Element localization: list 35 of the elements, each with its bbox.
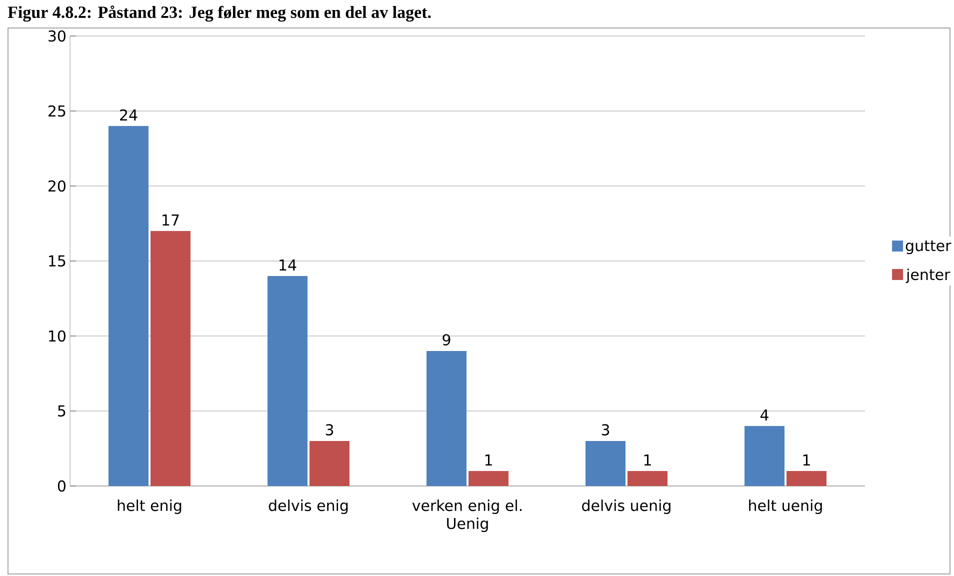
data-label: 1 <box>485 454 492 466</box>
chart-title: Figur 4.8.2: Påstand 23: Jeg føler meg som en del av laget. <box>8 6 431 22</box>
data-label: 14 <box>280 260 296 270</box>
bar <box>628 470 668 486</box>
bar <box>150 230 191 486</box>
bar <box>786 470 826 486</box>
data-label: 17 <box>162 214 179 226</box>
legend-label: gutter <box>906 240 952 254</box>
y-tick-label: 25 <box>48 105 66 117</box>
data-label: 24 <box>120 109 138 120</box>
bar <box>310 440 350 486</box>
data-label: 9 <box>442 334 450 346</box>
data-label: 1 <box>644 454 651 466</box>
x-tick-label: helt enig <box>118 500 182 514</box>
x-tick-label: verken enig el. Uenig <box>412 500 522 532</box>
y-tick-label: 5 <box>58 405 66 417</box>
bar <box>108 126 149 486</box>
y-tick-label: 20 <box>48 180 66 192</box>
bar <box>744 426 784 486</box>
data-label: 4 <box>760 410 768 420</box>
y-tick-label: 10 <box>49 330 66 342</box>
data-label: 1 <box>803 454 810 466</box>
y-tick-label: 15 <box>49 255 66 267</box>
bar <box>586 440 626 486</box>
bar <box>468 470 508 486</box>
x-tick-label: delvis enig <box>268 500 348 514</box>
y-tick-label: 30 <box>48 30 66 42</box>
data-label: 3 <box>326 424 334 436</box>
bar <box>426 350 467 486</box>
data-label: 3 <box>602 424 610 436</box>
legend-label: jenter <box>906 268 950 284</box>
bar <box>268 276 308 486</box>
y-tick-label: 0 <box>58 480 66 492</box>
x-tick-label: delvis uenig <box>582 500 670 514</box>
x-tick-label: helt uenig <box>749 500 822 514</box>
